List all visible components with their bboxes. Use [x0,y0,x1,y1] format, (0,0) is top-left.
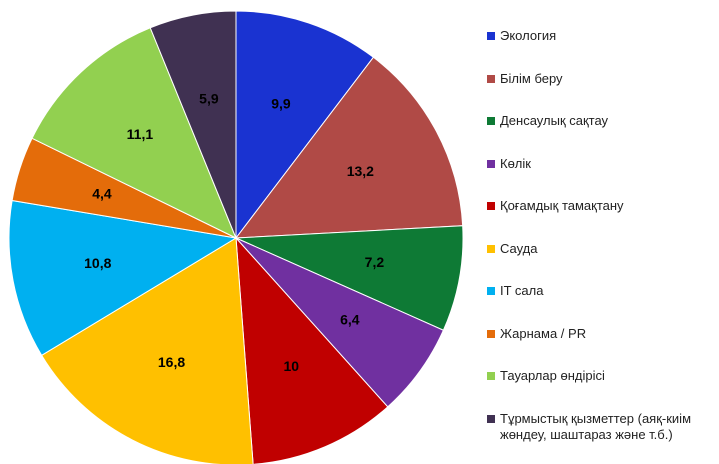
data-label: 4,4 [92,186,112,202]
legend-label: Жарнама / PR [500,325,587,341]
legend-item: Көлік [487,156,712,199]
legend-label: Білім беру [500,70,563,86]
pie-slice [235,236,389,464]
data-label: 10,8 [84,255,111,271]
legend-item: IT сала [487,283,712,326]
legend-label: Сауда [500,240,538,256]
legend-swatch [487,372,495,380]
legend-item: Денсаулық сақтау [487,113,712,156]
legend-swatch [487,287,495,295]
data-label: 6,4 [340,311,360,327]
pie-slice [31,27,237,240]
legend-label: IT сала [500,283,544,298]
data-label: 10 [284,358,300,374]
legend-swatch [487,329,495,338]
pie-slice [8,199,238,357]
legend-item: Қоғамдық тамақтану [487,198,712,241]
legend-swatch [487,159,495,168]
data-label: 5,9 [199,91,219,107]
legend-item: Экология [487,28,712,71]
pie-area: 9,9 13,2 7,2 6,4 10 16,8 10,8 4,4 11,1 5,9 [8,10,464,464]
data-label: 7,2 [365,254,385,270]
data-label: 11,1 [127,126,154,142]
legend-swatch [487,117,495,125]
legend-label: Экология [500,28,557,43]
data-label: 13,2 [347,163,374,179]
legend-swatch [487,202,495,210]
legend-label: Қоғамдық тамақтану [500,198,624,213]
legend-item: Тұрмыстық қызметтер (аяқ-киім жөндеу, ша… [487,411,712,454]
pie-slice [235,10,375,240]
legend-item: Жарнама / PR [487,326,712,369]
pie-slice [234,56,464,239]
legend-item: Сауда [487,241,712,284]
legend-swatch [487,74,495,83]
legend-item: Тауарлар өндірісі [487,368,712,411]
pie-slice [149,10,237,239]
legend-label: Тауарлар өндірісі [500,368,605,383]
legend-label: Тұрмыстық қызметтер (аяқ-киім жөндеу, ша… [500,410,692,442]
legend-swatch [487,32,495,40]
legend-label: Денсаулық сақтау [500,113,609,128]
legend-label: Көлік [500,155,531,171]
legend-swatch [487,414,495,423]
pie-slice [40,237,254,464]
legend-swatch [487,244,495,253]
pie-slice [235,225,464,331]
data-label: 16,8 [158,354,185,370]
legend: Экология Білім беру Денсаулық сақтау Көлік Қ… [487,28,712,453]
legend-item: Білім беру [487,71,712,114]
data-label: 9,9 [271,95,291,111]
